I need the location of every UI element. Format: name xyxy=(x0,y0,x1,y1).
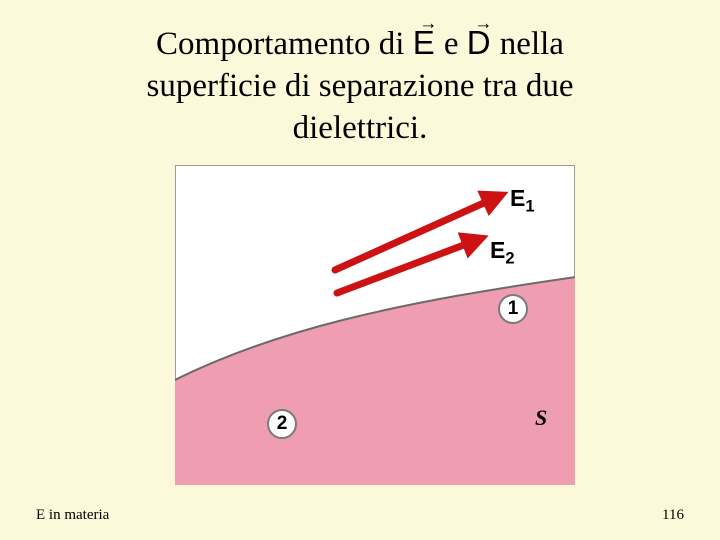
vector-E: → E xyxy=(413,24,444,61)
label-E2-letter: E xyxy=(490,237,505,263)
figure: E1 E2 1 2 S xyxy=(175,165,575,485)
label-E1-sub: 1 xyxy=(525,197,534,216)
vector-E2-arrow xyxy=(337,240,477,293)
slide: Comportamento di → E e → D nella superfi… xyxy=(0,0,720,540)
region-1-number: 1 xyxy=(508,298,519,320)
label-E2: E2 xyxy=(490,237,515,269)
footer-page-number: 116 xyxy=(662,507,684,524)
region-1-label: 1 xyxy=(498,294,528,324)
surface-label: S xyxy=(535,405,547,431)
slide-title: Comportamento di → E e → D nella superfi… xyxy=(0,22,720,150)
title-line-2: superficie di separazione tra due xyxy=(0,65,720,107)
footer-left: E in materia xyxy=(36,507,109,524)
title-line-3: dielettrici. xyxy=(0,107,720,149)
vector-D: → D xyxy=(467,24,500,61)
vector-E1-arrow xyxy=(335,197,497,270)
title-prefix: Comportamento di xyxy=(156,26,413,62)
label-E1-letter: E xyxy=(510,185,525,211)
label-E2-sub: 2 xyxy=(505,249,514,268)
title-joiner: e xyxy=(444,26,467,62)
title-line-1: Comportamento di → E e → D nella xyxy=(0,22,720,65)
region-2-number: 2 xyxy=(277,413,288,435)
region-2-label: 2 xyxy=(267,409,297,439)
title-middle: nella xyxy=(500,26,564,62)
label-E1: E1 xyxy=(510,185,535,217)
